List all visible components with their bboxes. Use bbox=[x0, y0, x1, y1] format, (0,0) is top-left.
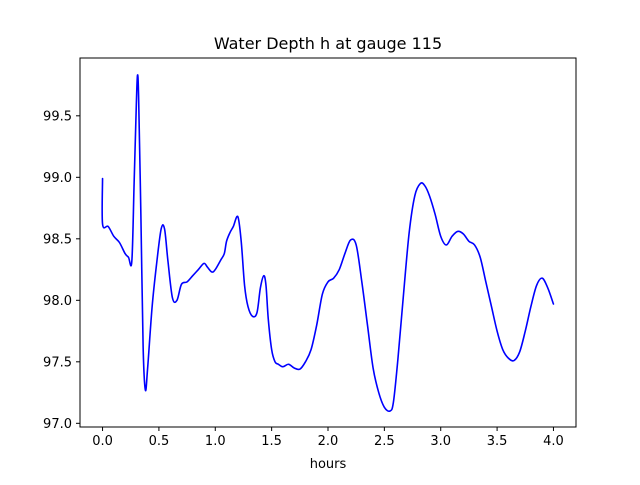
chart-title: Water Depth h at gauge 115 bbox=[214, 34, 442, 53]
plot-area bbox=[101, 74, 555, 413]
x-tick-label: 4.0 bbox=[543, 434, 564, 449]
y-tick-label: 98.5 bbox=[43, 232, 72, 247]
x-axis-label: hours bbox=[310, 457, 347, 472]
x-tick-label: 3.5 bbox=[487, 434, 508, 449]
y-tick-label: 99.5 bbox=[43, 109, 72, 124]
x-tick-label: 0.5 bbox=[149, 434, 170, 449]
axis-ticks: 0.0 0.5 1.0 1.5 2.0 2.5 3.0 3.5 4.0 97.0 97.5 98.0 9… bbox=[43, 109, 564, 449]
x-tick-label: 1.5 bbox=[261, 434, 282, 449]
x-tick-label: 3.0 bbox=[430, 434, 451, 449]
y-tick-label: 97.5 bbox=[43, 355, 72, 370]
x-tick-label: 1.0 bbox=[205, 434, 226, 449]
x-tick-label: 0.0 bbox=[92, 434, 113, 449]
series-line bbox=[101, 74, 555, 413]
y-tick-label: 98.0 bbox=[43, 294, 72, 309]
x-tick-label: 2.5 bbox=[374, 434, 395, 449]
x-tick-label: 2.0 bbox=[318, 434, 339, 449]
axes-frame bbox=[79, 57, 577, 428]
y-tick-label: 99.0 bbox=[43, 171, 72, 186]
y-tick-label: 97.0 bbox=[43, 417, 72, 432]
